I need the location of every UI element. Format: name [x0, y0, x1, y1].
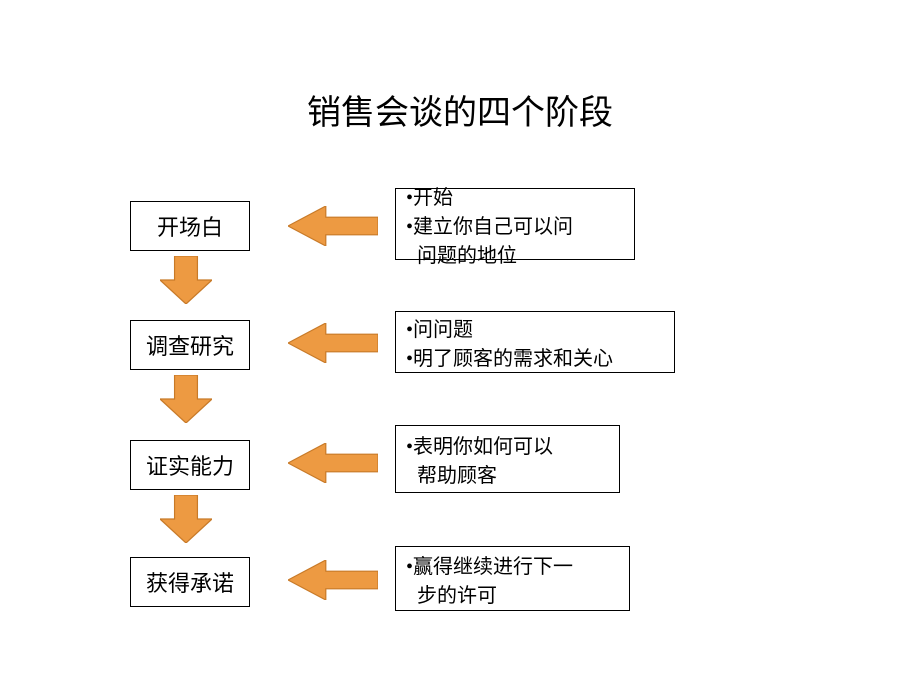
arrow-left-icon — [288, 323, 378, 368]
desc-line: 步的许可 — [406, 579, 619, 608]
stage-label: 调查研究 — [146, 329, 234, 361]
stage-label: 开场白 — [157, 210, 223, 242]
arrow-down-icon — [160, 256, 212, 309]
arrow-left-icon — [288, 443, 378, 488]
arrow-left-icon — [288, 560, 378, 605]
stage-box-commit: 获得承诺 — [130, 557, 250, 607]
arrow-down-icon — [160, 495, 212, 548]
stage-box-investigate: 调查研究 — [130, 320, 250, 370]
desc-line: 表明你如何可以 — [406, 430, 609, 459]
stage-label: 证实能力 — [146, 449, 234, 481]
desc-box-investigate: 问问题明了顾客的需求和关心 — [395, 311, 675, 373]
page-title: 销售会谈的四个阶段 — [0, 85, 920, 134]
desc-line: 帮助顾客 — [406, 459, 609, 488]
desc-box-opening: 开始建立你自己可以问问题的地位 — [395, 188, 635, 260]
desc-line: 建立你自己可以问 — [406, 210, 624, 239]
desc-line: 问题的地位 — [406, 239, 624, 268]
stage-label: 获得承诺 — [146, 566, 234, 598]
desc-line: 开始 — [406, 181, 624, 210]
arrow-down-icon — [160, 375, 212, 428]
stage-box-demonstrate: 证实能力 — [130, 440, 250, 490]
desc-line: 赢得继续进行下一 — [406, 550, 619, 579]
arrow-left-icon — [288, 206, 378, 251]
desc-box-demonstrate: 表明你如何可以帮助顾客 — [395, 425, 620, 493]
stage-box-opening: 开场白 — [130, 201, 250, 251]
desc-line: 问问题 — [406, 313, 664, 342]
desc-line: 明了顾客的需求和关心 — [406, 342, 664, 371]
desc-box-commit: 赢得继续进行下一步的许可 — [395, 546, 630, 611]
